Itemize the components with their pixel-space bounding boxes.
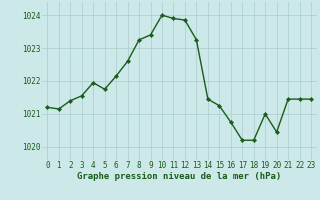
X-axis label: Graphe pression niveau de la mer (hPa): Graphe pression niveau de la mer (hPa) <box>77 172 281 181</box>
